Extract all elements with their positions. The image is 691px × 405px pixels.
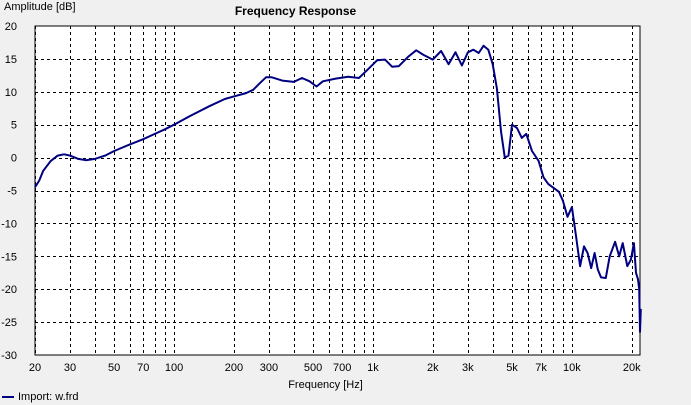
grid bbox=[35, 26, 640, 355]
x-tick-label: 7k bbox=[535, 362, 547, 374]
plot-background bbox=[34, 25, 641, 356]
x-tick-label: 5k bbox=[506, 362, 518, 374]
y-axis: 20 15 10 5 0 -5 -10 -15 -20 -25 -30 bbox=[1, 21, 17, 362]
y-tick-label: 10 bbox=[5, 87, 17, 99]
x-tick-label: 3k bbox=[462, 362, 474, 374]
y-tick-label: -5 bbox=[7, 186, 17, 198]
x-tick-label: 100 bbox=[165, 362, 183, 374]
series-line bbox=[34, 44, 642, 333]
chart-title-text: Frequency Response bbox=[234, 4, 357, 18]
x-tick-label: 2k bbox=[427, 362, 439, 374]
y-tick-label: 15 bbox=[5, 54, 17, 66]
y-axis-label: Amplitude [dB] bbox=[4, 1, 76, 13]
y-tick-label: -10 bbox=[1, 218, 17, 230]
x-tick-label: 20 bbox=[29, 362, 41, 374]
y-tick-label: -20 bbox=[1, 284, 17, 296]
x-axis: 20 30 50 70 100 200 300 500 700 1k 2k 3k 5k 7k 10k 20k bbox=[29, 362, 641, 374]
x-tick-label: 1k bbox=[367, 362, 379, 374]
legend-label: Import: w.frd bbox=[18, 391, 79, 403]
y-tick-label: 0 bbox=[11, 153, 17, 165]
x-tick-label: 10k bbox=[563, 362, 581, 374]
x-axis-label: Frequency [Hz] bbox=[0, 379, 691, 391]
legend-swatch bbox=[2, 396, 14, 398]
x-tick-label: 300 bbox=[260, 362, 278, 374]
x-tick-label: 700 bbox=[333, 362, 351, 374]
legend: Import: w.frd bbox=[2, 391, 79, 403]
y-tick-label: -15 bbox=[1, 251, 17, 263]
chart-title: Frequency Response bbox=[0, 4, 691, 18]
y-tick-label: 20 bbox=[5, 21, 17, 33]
y-tick-label: -30 bbox=[1, 350, 17, 362]
series-layer bbox=[34, 44, 642, 333]
x-tick-label: 50 bbox=[108, 362, 120, 374]
x-tick-label: 70 bbox=[137, 362, 149, 374]
x-tick-label: 20k bbox=[623, 362, 641, 374]
x-tick-label: 500 bbox=[304, 362, 322, 374]
y-tick-label: 5 bbox=[11, 120, 17, 132]
y-tick-label: -25 bbox=[1, 317, 17, 329]
x-axis-label-text: Frequency [Hz] bbox=[288, 379, 363, 391]
x-tick-label: 30 bbox=[64, 362, 76, 374]
x-tick-label: 200 bbox=[225, 362, 243, 374]
